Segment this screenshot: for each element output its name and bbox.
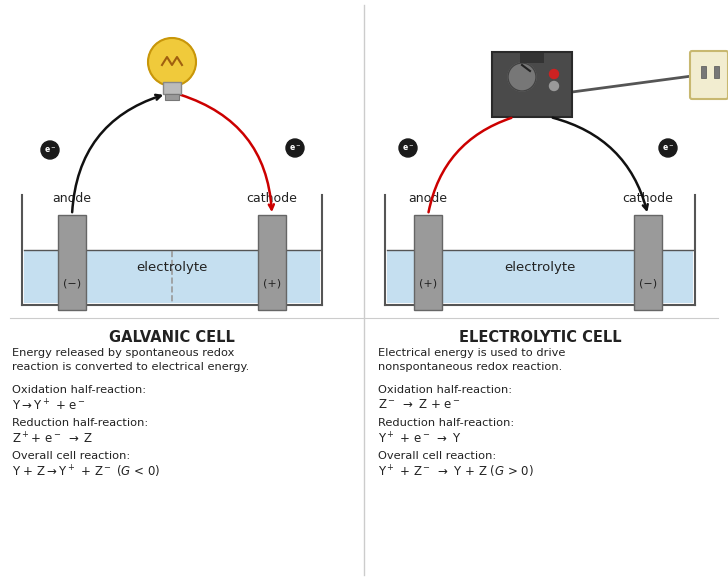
Text: (−): (−)	[639, 278, 657, 288]
FancyBboxPatch shape	[492, 52, 572, 117]
FancyBboxPatch shape	[634, 215, 662, 310]
Text: cathode: cathode	[247, 192, 298, 205]
Text: Y + Z$\rightarrow$Y$^+$ + Z$^-$ ($G$ < 0): Y + Z$\rightarrow$Y$^+$ + Z$^-$ ($G$ < 0…	[12, 464, 160, 480]
Text: Y$^+$ + Z$^-$ $\rightarrow$ Y + Z ($G$ > 0): Y$^+$ + Z$^-$ $\rightarrow$ Y + Z ($G$ >…	[378, 464, 534, 480]
Text: cathode: cathode	[622, 192, 673, 205]
Text: e$^-$: e$^-$	[44, 145, 56, 155]
FancyBboxPatch shape	[520, 53, 544, 63]
Circle shape	[550, 81, 558, 90]
Text: Electrical energy is used to drive
nonspontaneous redox reaction.: Electrical energy is used to drive nonsp…	[378, 348, 566, 371]
Circle shape	[550, 69, 558, 79]
FancyBboxPatch shape	[165, 94, 179, 100]
Circle shape	[148, 38, 196, 86]
Text: Reduction half-reaction:: Reduction half-reaction:	[378, 418, 514, 428]
FancyBboxPatch shape	[414, 215, 442, 310]
Text: electrolyte: electrolyte	[136, 261, 207, 275]
Circle shape	[399, 139, 417, 157]
FancyBboxPatch shape	[387, 250, 693, 303]
Text: (−): (−)	[63, 278, 81, 288]
Text: Y$\rightarrow$Y$^+$ + e$^-$: Y$\rightarrow$Y$^+$ + e$^-$	[12, 398, 86, 413]
Text: e$^-$: e$^-$	[402, 143, 414, 153]
FancyBboxPatch shape	[24, 250, 320, 303]
Circle shape	[286, 139, 304, 157]
Text: Oxidation half-reaction:: Oxidation half-reaction:	[12, 385, 146, 395]
Text: anode: anode	[408, 192, 448, 205]
Text: Overall cell reaction:: Overall cell reaction:	[378, 451, 496, 461]
FancyBboxPatch shape	[163, 82, 181, 94]
Text: Y$^+$ + e$^-$ $\rightarrow$ Y: Y$^+$ + e$^-$ $\rightarrow$ Y	[378, 431, 462, 446]
Circle shape	[659, 139, 677, 157]
Text: anode: anode	[52, 192, 92, 205]
Text: Oxidation half-reaction:: Oxidation half-reaction:	[378, 385, 512, 395]
Circle shape	[508, 63, 536, 91]
Text: (+): (+)	[419, 278, 437, 288]
Text: e$^-$: e$^-$	[662, 143, 674, 153]
Text: (+): (+)	[263, 278, 281, 288]
FancyBboxPatch shape	[714, 66, 719, 78]
Text: ELECTROLYTIC CELL: ELECTROLYTIC CELL	[459, 330, 621, 345]
FancyBboxPatch shape	[701, 66, 706, 78]
Text: GALVANIC CELL: GALVANIC CELL	[109, 330, 235, 345]
Text: Overall cell reaction:: Overall cell reaction:	[12, 451, 130, 461]
Text: Z$^-$ $\rightarrow$ Z + e$^-$: Z$^-$ $\rightarrow$ Z + e$^-$	[378, 398, 461, 411]
Text: e$^-$: e$^-$	[289, 143, 301, 153]
Circle shape	[41, 141, 59, 159]
Text: Energy released by spontaneous redox
reaction is converted to electrical energy.: Energy released by spontaneous redox rea…	[12, 348, 249, 371]
FancyBboxPatch shape	[258, 215, 286, 310]
Text: electrolyte: electrolyte	[505, 261, 576, 275]
Text: Reduction half-reaction:: Reduction half-reaction:	[12, 418, 149, 428]
FancyBboxPatch shape	[58, 215, 86, 310]
Text: Z$^+$+ e$^-$ $\rightarrow$ Z: Z$^+$+ e$^-$ $\rightarrow$ Z	[12, 431, 93, 446]
FancyBboxPatch shape	[690, 51, 728, 99]
